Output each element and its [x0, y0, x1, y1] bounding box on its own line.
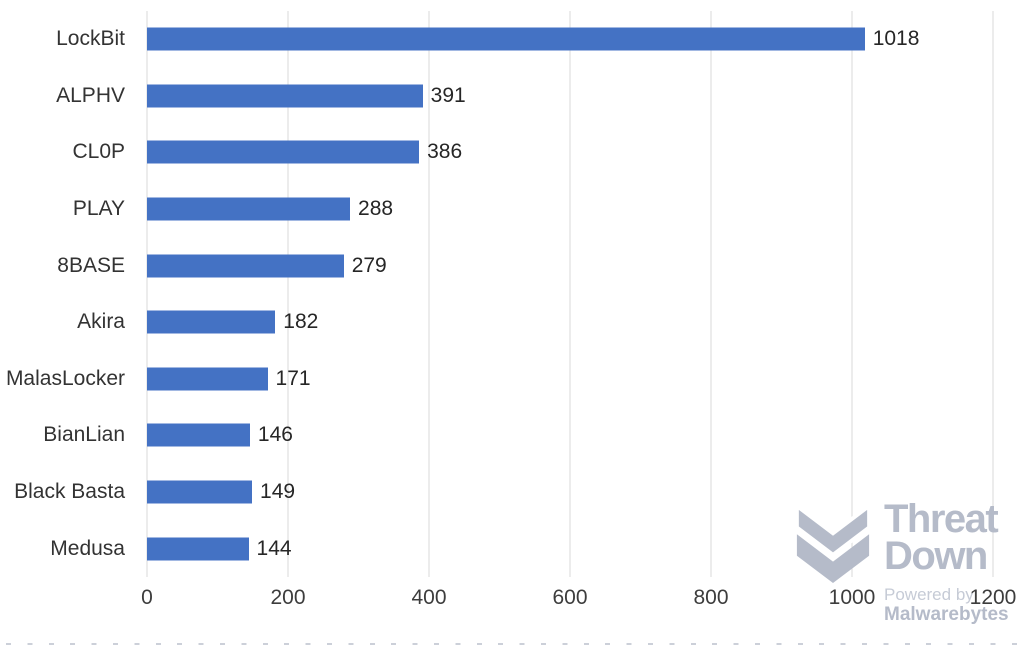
decorative-perforated-edge [6, 643, 1023, 645]
bar-row: MalasLocker 171 [6, 351, 993, 408]
threatdown-watermark: Threat Down Powered by Malwarebytes [796, 497, 1009, 625]
x-axis: 0 200 400 600 800 1000 1200 [141, 586, 1016, 614]
value-label: 171 [275, 366, 311, 390]
x-tick-label-600: 600 [552, 586, 588, 609]
gridline-1000 [851, 11, 853, 577]
bar-row: Akira 182 [77, 294, 993, 351]
bar [147, 480, 253, 504]
value-label: 391 [430, 83, 466, 107]
gridline-0 [146, 11, 148, 577]
bar [147, 254, 344, 278]
watermark-powered-by: Powered by [884, 585, 974, 604]
threatdown-chevron-icon [796, 505, 870, 584]
category-label: BianLian [43, 423, 125, 447]
bar [147, 537, 249, 561]
value-label: 182 [283, 310, 319, 334]
bar [147, 423, 250, 447]
bar [147, 197, 351, 221]
value-label: 288 [358, 197, 394, 221]
watermark-text-block: Threat Down Powered by Malwarebytes [884, 497, 1009, 625]
watermark-brand-line1: Threat [884, 497, 999, 541]
category-label: Black Basta [14, 480, 125, 504]
category-label: LockBit [56, 27, 125, 51]
category-label: 8BASE [57, 253, 125, 277]
x-tick-label-1200: 1200 [969, 586, 1017, 609]
bar-row: CL0P 386 [72, 124, 993, 181]
x-tick-label-400: 400 [411, 586, 447, 609]
gridline-400 [428, 11, 430, 577]
category-label: MalasLocker [5, 366, 125, 390]
x-tick-label-1000: 1000 [828, 586, 876, 609]
bar-row: PLAY 288 [73, 181, 993, 238]
bar-row: ALPHV 391 [56, 68, 993, 125]
value-label: 144 [256, 536, 292, 560]
x-tick-label-800: 800 [693, 586, 729, 609]
gridline-1200 [992, 11, 994, 577]
category-label: Medusa [50, 536, 125, 560]
category-label: ALPHV [56, 83, 125, 107]
bar [147, 140, 420, 164]
bar-row: Black Basta 149 [14, 464, 993, 521]
bar-row: LockBit 1018 [56, 11, 993, 68]
value-label: 279 [351, 253, 387, 277]
category-label: CL0P [72, 140, 125, 164]
bar [147, 84, 423, 108]
category-label: Akira [77, 310, 125, 334]
watermark-malwarebytes: Malwarebytes [884, 604, 1009, 625]
bar-row: Medusa 144 [50, 520, 993, 577]
bar-rows: LockBit 1018 ALPHV 391 CL0P 386 PLAY 288 8BASE 27… [6, 11, 993, 577]
plot-area: LockBit 1018 ALPHV 391 CL0P 386 PLAY 288 8BASE 27… [6, 11, 994, 577]
bar [147, 27, 865, 51]
gridline-200 [287, 11, 289, 577]
gridline-600 [569, 11, 571, 577]
category-label: PLAY [72, 197, 125, 221]
x-tick-label-200: 200 [270, 586, 306, 609]
value-label: 149 [260, 480, 296, 504]
bar [147, 310, 276, 334]
watermark-brand-line2: Down [884, 534, 988, 578]
value-label: 386 [427, 140, 463, 164]
value-label: 146 [257, 423, 293, 447]
bar [147, 367, 268, 391]
x-tick-label-0: 0 [141, 586, 153, 609]
bar-row: BianLian 146 [43, 407, 993, 464]
gridline-800 [710, 11, 712, 577]
value-label: 1018 [872, 27, 920, 51]
bar-row: 8BASE 279 [57, 237, 993, 294]
